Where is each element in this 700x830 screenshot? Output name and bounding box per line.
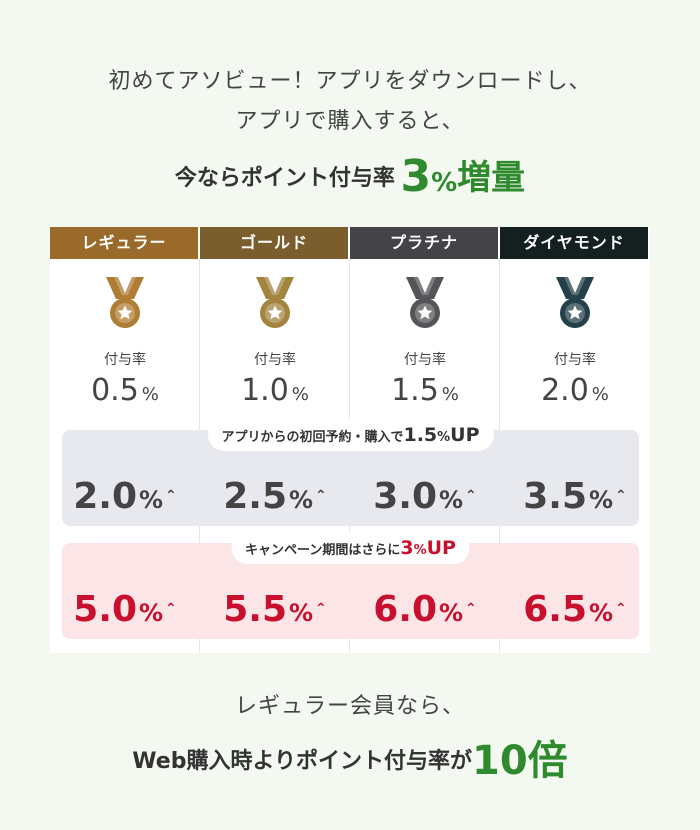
headline-suffix: 増量	[457, 158, 526, 198]
rate-number: 5.5	[223, 589, 287, 630]
rate-unit: %	[291, 384, 309, 405]
rate-number: 3.5	[523, 476, 587, 517]
campaign-rate-gold: 5.5% ⌃	[200, 589, 350, 630]
rate-number: 5.0	[73, 589, 137, 630]
campaign-band: キャンペーン期間はさらに3%UP 5.0% ⌃ 5.5% ⌃ 6.0% ⌃ 6.5% ⌃	[62, 532, 639, 639]
rate-label: 付与率	[554, 352, 596, 368]
intro-text: 初めてアソビュー！アプリをダウンロードし、 アプリで購入すると、	[0, 62, 700, 142]
rate-number: 1.0	[241, 373, 289, 408]
rate-unit: %	[139, 599, 164, 627]
tier-column-platinum: 付与率 1.5%	[350, 259, 500, 439]
rate-unit: %	[289, 486, 314, 514]
rate-number: 2.0	[541, 373, 589, 408]
campaign-rate-platinum: 6.0% ⌃	[350, 589, 500, 630]
rate-number: 3.0	[373, 476, 437, 517]
double-chevron-up-icon: ⌃	[315, 488, 327, 504]
rate-value: 1.5%	[350, 373, 500, 408]
rate-label: 付与率	[104, 352, 146, 368]
tier-header-gold: ゴールド	[200, 227, 348, 259]
app-bonus-rate-platinum: 3.0% ⌃	[350, 476, 500, 517]
campaign-rate-diamond: 6.5% ⌃	[500, 589, 650, 630]
medal-icon	[556, 277, 594, 328]
rate-value: 0.5%	[50, 373, 200, 408]
rate-number: 6.5	[523, 589, 587, 630]
rate-unit: %	[441, 384, 459, 405]
rate-value: 2.0%	[500, 373, 650, 408]
app-bonus-rate-regular: 2.0% ⌃	[50, 476, 200, 517]
rate-value: 1.0%	[200, 373, 350, 408]
tier-column-gold: 付与率 1.0%	[200, 259, 350, 439]
campaign-label: キャンペーン期間はさらに	[245, 543, 401, 558]
app-bonus-rate-diamond: 3.5% ⌃	[500, 476, 650, 517]
app-bonus-unit: %	[437, 430, 451, 445]
campaign-up: UP	[426, 537, 456, 559]
rate-unit: %	[289, 599, 314, 627]
double-chevron-up-icon: ⌃	[465, 601, 477, 617]
double-chevron-up-icon: ⌃	[165, 488, 177, 504]
rate-number: 0.5	[91, 373, 139, 408]
intro-line-2: アプリで購入すると、	[235, 109, 465, 134]
app-bonus-up: UP	[450, 424, 480, 446]
rate-label: 付与率	[254, 352, 296, 368]
headline: 今ならポイント付与率 3%増量	[0, 150, 700, 202]
tier-header-diamond: ダイヤモンド	[500, 227, 648, 259]
tier-column-diamond: 付与率 2.0%	[500, 259, 650, 439]
rate-label: 付与率	[404, 352, 446, 368]
rate-number: 6.0	[373, 589, 437, 630]
headline-prefix: 今ならポイント付与率	[174, 166, 395, 191]
headline-value: 3	[400, 151, 432, 202]
outro-value: 10倍	[472, 738, 568, 784]
tier-header-platinum: プラチナ	[350, 227, 498, 259]
campaign-rate-regular: 5.0% ⌃	[50, 589, 200, 630]
rate-unit: %	[439, 486, 464, 514]
double-chevron-up-icon: ⌃	[165, 601, 177, 617]
medal-icon	[106, 277, 144, 328]
rate-number: 2.5	[223, 476, 287, 517]
campaign-pill: キャンペーン期間はさらに3%UP	[231, 532, 470, 564]
rate-number: 2.0	[73, 476, 137, 517]
intro-line-1: 初めてアソビュー！アプリをダウンロードし、	[108, 69, 592, 94]
double-chevron-up-icon: ⌃	[315, 601, 327, 617]
rate-unit: %	[589, 486, 614, 514]
double-chevron-up-icon: ⌃	[615, 601, 627, 617]
campaign-unit: %	[413, 543, 427, 558]
outro-prefix: Web購入時よりポイント付与率が	[132, 749, 473, 774]
app-bonus-band: アプリからの初回予約・購入で1.5%UP 2.0% ⌃ 2.5% ⌃ 3.0% ⌃ 3…	[62, 419, 639, 526]
medal-icon	[406, 277, 444, 328]
app-bonus-value: 1.5	[403, 424, 438, 446]
app-bonus-label: アプリからの初回予約・購入で	[221, 430, 404, 445]
rate-number: 1.5	[391, 373, 439, 408]
rate-unit: %	[589, 599, 614, 627]
tier-table: レギュラー ゴールド プラチナ ダイヤモンド 付与率 0.5% 付与率 1.0%…	[50, 227, 650, 653]
rate-unit: %	[591, 384, 609, 405]
rate-unit: %	[439, 599, 464, 627]
tier-column-regular: 付与率 0.5%	[50, 259, 200, 439]
double-chevron-up-icon: ⌃	[465, 488, 477, 504]
medal-icon	[256, 277, 294, 328]
double-chevron-up-icon: ⌃	[615, 488, 627, 504]
campaign-value: 3	[400, 537, 414, 559]
outro-line-1: レギュラー会員なら、	[234, 694, 465, 719]
app-bonus-rate-gold: 2.5% ⌃	[200, 476, 350, 517]
headline-unit: %	[431, 168, 458, 198]
rate-unit: %	[141, 384, 159, 405]
rate-unit: %	[139, 486, 164, 514]
outro-line-2: Web購入時よりポイント付与率が10倍	[0, 728, 700, 786]
app-bonus-pill: アプリからの初回予約・購入で1.5%UP	[207, 419, 494, 451]
tier-header-regular: レギュラー	[50, 227, 198, 259]
